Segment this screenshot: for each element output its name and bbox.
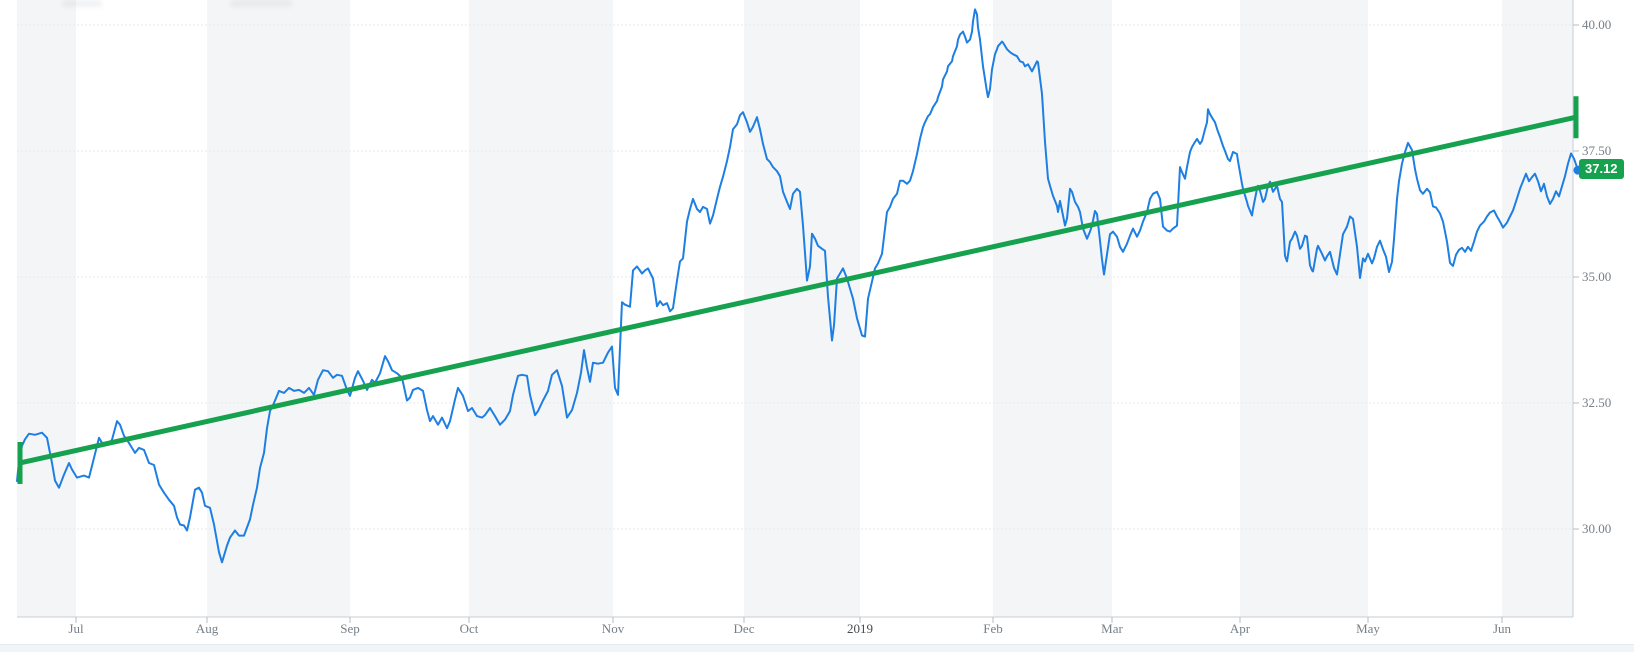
x-axis-label: Dec	[733, 621, 755, 636]
month-shading-band	[1240, 0, 1368, 617]
cropped-toolbar-artifact	[62, 0, 102, 7]
x-axis-label: Nov	[601, 621, 625, 636]
month-shading-band	[744, 0, 860, 617]
y-axis-label: 35.00	[1582, 269, 1612, 284]
y-axis-label: 32.50	[1582, 395, 1612, 410]
month-shading-band	[17, 0, 76, 617]
month-shading-band	[993, 0, 1112, 617]
last-price-badge: 37.12	[1579, 159, 1624, 180]
bottom-strip	[0, 644, 1634, 652]
month-shading-band	[469, 0, 613, 617]
y-axis-label: 30.00	[1582, 521, 1612, 536]
cropped-toolbar-artifact	[230, 0, 292, 7]
x-axis-label: Jul	[68, 621, 84, 636]
x-axis-label: Apr	[1229, 621, 1251, 636]
trend-line[interactable]	[19, 114, 1577, 466]
x-axis-label: Jun	[1492, 621, 1512, 636]
x-axis-label-year: 2019	[847, 621, 873, 636]
x-axis-label: Mar	[1101, 621, 1123, 636]
x-axis-label: Sep	[340, 621, 360, 636]
month-shading-band	[207, 0, 350, 617]
price-line[interactable]	[16, 8, 1579, 564]
y-axis-label: 40.00	[1582, 17, 1612, 32]
x-axis-label: Feb	[983, 621, 1003, 636]
y-axis-label: 37.50	[1582, 143, 1612, 158]
x-axis-label: May	[1356, 621, 1380, 636]
month-shading-band	[1502, 0, 1573, 617]
x-axis-label: Oct	[459, 621, 479, 636]
x-axis-label: Aug	[195, 621, 219, 636]
